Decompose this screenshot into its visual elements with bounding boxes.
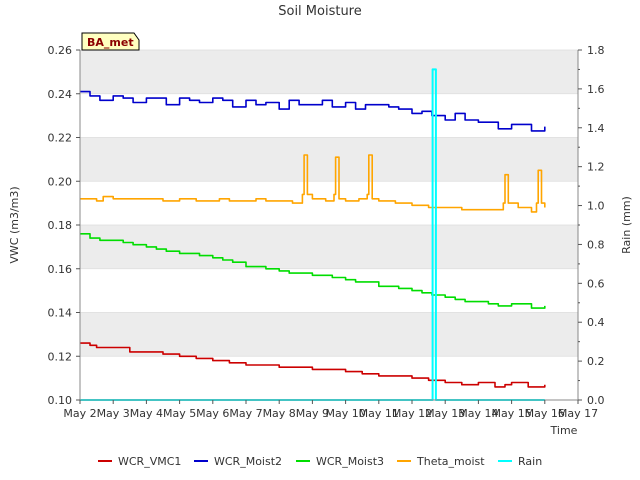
x-tick-label: May 11 bbox=[359, 407, 399, 420]
x-tick-label: May 12 bbox=[392, 407, 432, 420]
x-tick-label: May 10 bbox=[325, 407, 365, 420]
x-tick-label: May 15 bbox=[491, 407, 531, 420]
legend-label-rain: Rain bbox=[518, 455, 542, 468]
station-badge-label: BA_met bbox=[87, 36, 134, 49]
x-tick-label: May 7 bbox=[229, 407, 262, 420]
y-tick-label: 0.20 bbox=[48, 175, 73, 188]
y2-axis-ticks: 0.0 0.2 0.4 0.6 0.8 1.0 1.2 1.4 1.6 1.8 bbox=[578, 44, 605, 407]
station-badge: BA_met bbox=[81, 32, 140, 51]
y-tick-label: 0.24 bbox=[48, 88, 73, 101]
y-tick-label: 0.22 bbox=[48, 132, 73, 145]
x-tick-label: May 9 bbox=[296, 407, 329, 420]
x-tick-label: May 17 bbox=[558, 407, 598, 420]
x-tick-label: May 3 bbox=[97, 407, 130, 420]
y2-tick-label: 1.0 bbox=[587, 200, 605, 213]
legend-label-wcr-moist2: WCR_Moist2 bbox=[214, 455, 282, 468]
y2-tick-label: 0.0 bbox=[587, 394, 605, 407]
series-line-wcr-moist2 bbox=[80, 90, 546, 132]
y2-tick-label: 1.4 bbox=[587, 122, 605, 135]
legend-label-wcr-vmc1: WCR_VMC1 bbox=[118, 455, 181, 468]
y-tick-label: 0.14 bbox=[48, 307, 73, 320]
y2-tick-label: 1.2 bbox=[587, 161, 605, 174]
chart-title: Soil Moisture bbox=[278, 4, 362, 19]
y2-tick-label: 0.4 bbox=[587, 316, 605, 329]
x-tick-label: May 2 bbox=[63, 407, 96, 420]
x-tick-label: May 4 bbox=[130, 407, 163, 420]
x-tick-label: May 14 bbox=[458, 407, 498, 420]
y-tick-label: 0.16 bbox=[48, 263, 73, 276]
x-tick-label: May 16 bbox=[525, 407, 565, 420]
y2-tick-label: 0.6 bbox=[587, 277, 605, 290]
y-axis-title: VWC (m3/m3) bbox=[8, 186, 21, 263]
x-axis-title: Time bbox=[550, 424, 578, 437]
y2-tick-label: 0.2 bbox=[587, 355, 605, 368]
y2-axis-title: Rain (mm) bbox=[620, 196, 633, 254]
y2-tick-label: 1.8 bbox=[587, 44, 605, 57]
series-line-wcr-vmc1 bbox=[80, 342, 546, 388]
legend-label-wcr-moist3: WCR_Moist3 bbox=[316, 455, 384, 468]
x-tick-label: May 6 bbox=[196, 407, 229, 420]
plot-band bbox=[80, 312, 578, 357]
legend: WCR_VMC1 WCR_Moist2 WCR_Moist3 Theta_moist R… bbox=[98, 455, 542, 468]
y2-tick-label: 0.8 bbox=[587, 238, 605, 251]
y-tick-label: 0.26 bbox=[48, 44, 73, 57]
plot-band bbox=[80, 137, 578, 182]
y2-tick-label: 1.6 bbox=[587, 83, 605, 96]
y-axis-ticks: 0.10 0.12 0.14 0.16 0.18 0.20 0.22 0.24 0.26 bbox=[48, 44, 80, 407]
y-tick-label: 0.12 bbox=[48, 350, 73, 363]
series-line-theta-moist bbox=[80, 154, 546, 213]
x-tick-label: May 5 bbox=[163, 407, 196, 420]
legend-label-theta-moist: Theta_moist bbox=[416, 455, 485, 468]
plot-band bbox=[80, 50, 578, 94]
plot-band bbox=[80, 225, 578, 269]
x-tick-label: May 8 bbox=[263, 407, 296, 420]
x-axis-ticks: May 2 May 3 May 4 May 5 May 6 May 7 May 8 May 9… bbox=[63, 400, 598, 420]
x-tick-label: May 13 bbox=[425, 407, 465, 420]
y-tick-label: 0.18 bbox=[48, 219, 73, 232]
y-tick-label: 0.10 bbox=[48, 394, 73, 407]
series-line-wcr-moist3 bbox=[80, 233, 546, 309]
